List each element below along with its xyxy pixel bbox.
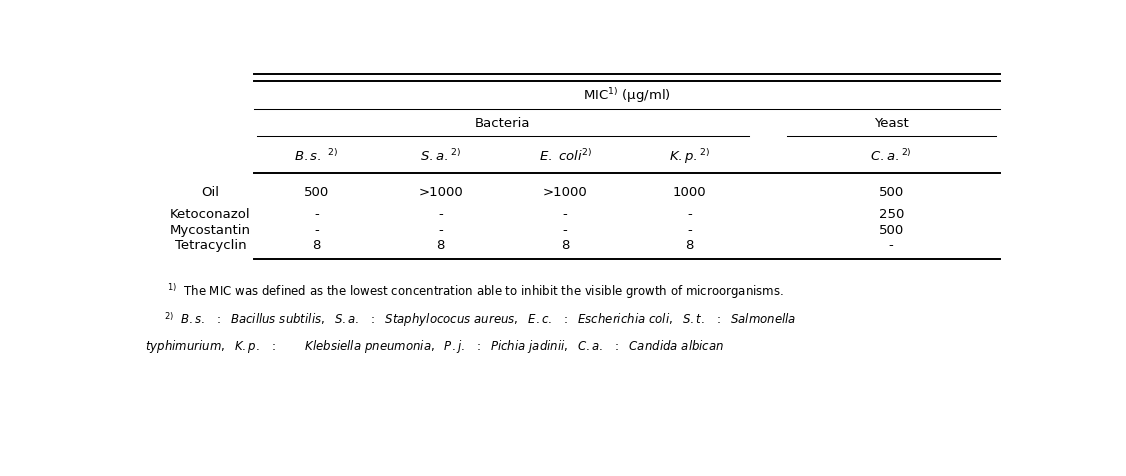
Text: 8: 8 <box>686 239 694 252</box>
Text: Mycostantin: Mycostantin <box>170 224 251 237</box>
Text: >1000: >1000 <box>543 186 588 199</box>
Text: -: - <box>314 224 319 237</box>
Text: Oil: Oil <box>202 186 220 199</box>
Text: Ketoconazol: Ketoconazol <box>170 208 251 221</box>
Text: $\mathit{B.s.\ \ :\ \ Bacillus\ subtilis,\ \ S.a.\ \ :\ \ Staphylococus\ aureus,: $\mathit{B.s.\ \ :\ \ Bacillus\ subtilis… <box>180 311 796 327</box>
Text: MIC$^{1)}$ (μg/ml): MIC$^{1)}$ (μg/ml) <box>583 86 671 105</box>
Text: $\mathit{C.a.}$$^{2)}$: $\mathit{C.a.}$$^{2)}$ <box>870 148 912 164</box>
Text: $\mathit{B.s.}$ $^{2)}$: $\mathit{B.s.}$ $^{2)}$ <box>294 148 339 164</box>
Text: -: - <box>687 224 691 237</box>
Text: 8: 8 <box>437 239 445 252</box>
Text: Bacteria: Bacteria <box>475 117 530 129</box>
Text: Yeast: Yeast <box>874 117 909 129</box>
Text: -: - <box>687 208 691 221</box>
Text: $\mathit{E.\ coli}$$^{2)}$: $\mathit{E.\ coli}$$^{2)}$ <box>538 148 591 164</box>
Text: $^{1)}$  The MIC was defined as the lowest concentration able to inhibit the vis: $^{1)}$ The MIC was defined as the lowes… <box>167 282 784 301</box>
Text: 8: 8 <box>312 239 321 252</box>
Text: -: - <box>314 208 319 221</box>
Text: 500: 500 <box>878 224 904 237</box>
Text: 500: 500 <box>878 186 904 199</box>
Text: 250: 250 <box>878 208 904 221</box>
Text: >1000: >1000 <box>419 186 463 199</box>
Text: $\mathit{K.p.}$$^{2)}$: $\mathit{K.p.}$$^{2)}$ <box>669 147 711 166</box>
Text: $\mathit{typhimurium,\ \ K.p.\ \ :\ \ \ \ \ \ \ Klebsiella\ pneumonia,\ \ P.j.\ : $\mathit{typhimurium,\ \ K.p.\ \ :\ \ \ … <box>145 338 724 355</box>
Text: Tetracyclin: Tetracyclin <box>175 239 247 252</box>
Text: -: - <box>888 239 894 252</box>
Text: 500: 500 <box>304 186 329 199</box>
Text: -: - <box>563 224 568 237</box>
Text: $^{2)}$: $^{2)}$ <box>164 313 175 326</box>
Text: 1000: 1000 <box>672 186 706 199</box>
Text: -: - <box>438 224 444 237</box>
Text: -: - <box>563 208 568 221</box>
Text: -: - <box>438 208 444 221</box>
Text: 8: 8 <box>561 239 570 252</box>
Text: $\mathit{S.a.}$$^{2)}$: $\mathit{S.a.}$$^{2)}$ <box>420 148 462 164</box>
